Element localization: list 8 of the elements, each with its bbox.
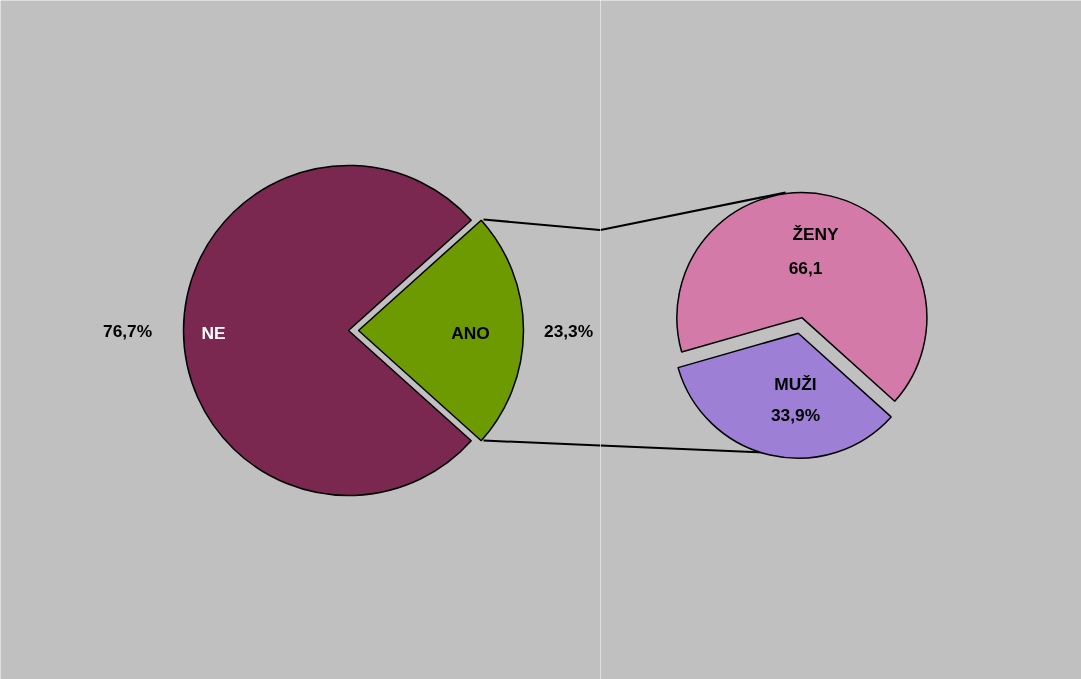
data-label: 76,7%	[103, 321, 153, 342]
slice-label: ANO	[451, 322, 490, 343]
data-label: 23,3%	[544, 321, 594, 342]
slice-label: NE	[201, 322, 226, 343]
data-label: 33,9%	[770, 404, 821, 425]
slice-label: ŽENY	[792, 223, 840, 244]
slice-label: MUŽI	[774, 373, 817, 394]
data-label: 66,1	[788, 257, 823, 278]
